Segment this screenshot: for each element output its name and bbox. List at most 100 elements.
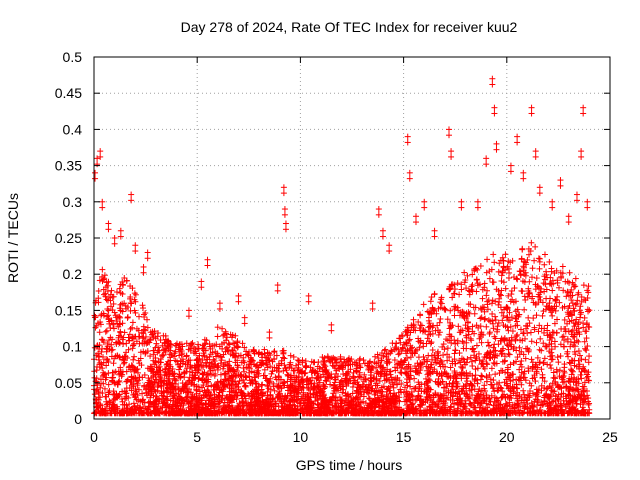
data-point	[451, 312, 458, 319]
data-point	[553, 296, 560, 303]
data-point	[549, 287, 556, 294]
data-point	[537, 335, 544, 342]
data-point	[455, 323, 462, 330]
data-point	[541, 251, 548, 258]
data-point	[417, 312, 424, 319]
data-point	[495, 287, 502, 294]
data-point	[97, 321, 104, 328]
data-point	[533, 312, 540, 319]
data-point	[242, 382, 249, 389]
data-point	[303, 381, 310, 388]
data-point	[437, 299, 444, 306]
data-point	[444, 316, 451, 323]
data-point	[108, 341, 115, 348]
data-point	[516, 344, 523, 351]
data-point	[427, 298, 434, 305]
data-point	[109, 369, 116, 376]
data-point	[550, 369, 557, 376]
data-point	[110, 321, 117, 328]
data-point	[211, 358, 218, 365]
data-point	[554, 354, 561, 361]
data-point	[336, 381, 343, 388]
data-point	[548, 356, 555, 363]
data-point	[536, 258, 543, 265]
data-point	[580, 320, 587, 327]
data-point	[254, 361, 261, 368]
data-point	[290, 353, 297, 360]
data-point	[511, 285, 518, 292]
data-point	[568, 297, 575, 304]
data-point	[514, 276, 521, 283]
data-point	[486, 330, 493, 337]
data-point	[451, 400, 458, 407]
data-point	[468, 358, 475, 365]
data-point	[469, 323, 476, 330]
data-point	[234, 344, 241, 351]
data-point	[566, 269, 573, 276]
data-point	[525, 314, 532, 321]
data-point	[484, 256, 491, 263]
data-point	[207, 351, 214, 358]
chart-title: Day 278 of 2024, Rate Of TEC Index for r…	[181, 19, 518, 35]
data-point	[517, 361, 524, 368]
data-point	[528, 356, 535, 363]
data-point	[116, 339, 123, 346]
data-point	[551, 320, 558, 327]
data-point	[513, 318, 520, 325]
data-point	[556, 367, 563, 374]
data-point	[538, 366, 545, 373]
data-point	[516, 268, 523, 275]
data-point	[536, 265, 543, 272]
data-point	[458, 281, 465, 288]
data-point	[565, 305, 572, 312]
data-point	[585, 289, 592, 296]
data-point	[407, 354, 414, 361]
data-point	[189, 339, 196, 346]
data-point	[129, 319, 136, 326]
data-point	[486, 371, 493, 378]
data-point	[523, 322, 530, 329]
data-point	[547, 295, 554, 302]
data-point	[195, 341, 202, 348]
data-point	[483, 374, 490, 381]
data-point	[390, 384, 397, 391]
data-point	[495, 268, 502, 275]
data-point	[116, 285, 123, 292]
data-point	[581, 338, 588, 345]
data-point	[420, 301, 427, 308]
data-point	[541, 355, 548, 362]
data-point	[505, 317, 512, 324]
data-point	[440, 352, 447, 359]
data-point	[105, 389, 112, 396]
data-point	[529, 265, 536, 272]
data-point	[96, 329, 103, 336]
data-point	[130, 356, 137, 363]
data-point	[552, 392, 559, 399]
data-point	[148, 388, 155, 395]
data-point	[585, 283, 592, 290]
data-point	[485, 317, 492, 324]
data-point	[555, 359, 562, 366]
data-point	[557, 353, 564, 360]
data-point	[461, 279, 468, 286]
data-point	[425, 352, 432, 359]
data-point	[532, 378, 539, 385]
data-point	[223, 334, 230, 341]
data-point	[522, 345, 529, 352]
data-point	[581, 379, 588, 386]
data-point	[491, 259, 498, 266]
data-point	[507, 378, 514, 385]
data-point	[502, 251, 509, 258]
data-point	[504, 369, 511, 376]
data-point	[107, 324, 114, 331]
data-point	[270, 380, 277, 387]
data-point	[287, 352, 294, 359]
data-point	[585, 308, 592, 315]
data-point	[382, 346, 389, 353]
data-point	[124, 378, 131, 385]
data-point	[144, 316, 151, 323]
data-point	[561, 361, 568, 368]
data-point	[435, 331, 442, 338]
data-point	[583, 347, 590, 354]
data-point	[412, 327, 419, 334]
